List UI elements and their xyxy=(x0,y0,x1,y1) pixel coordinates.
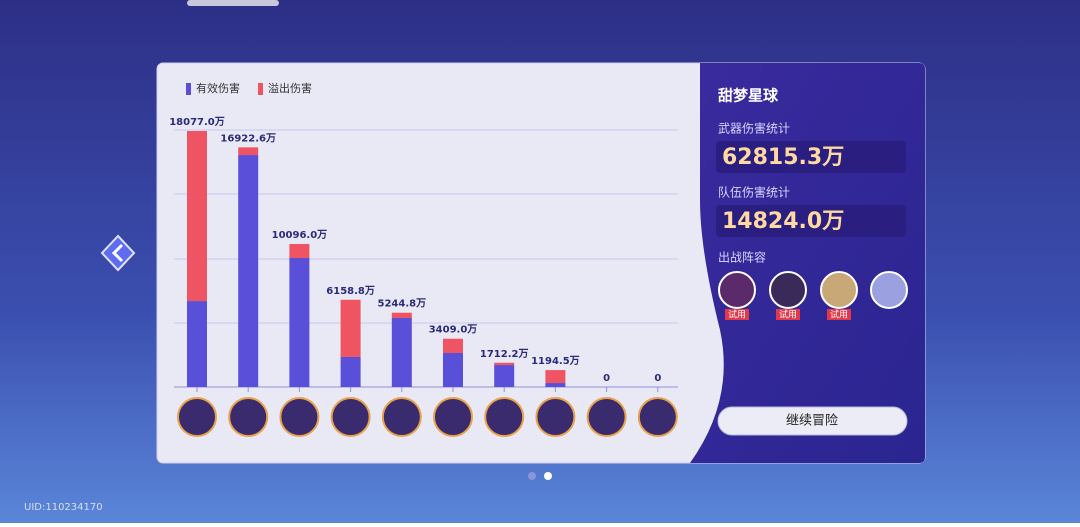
team-value: 14824.0万 xyxy=(722,209,844,234)
trial-tag xyxy=(725,309,749,320)
bar-segment xyxy=(340,356,361,387)
team-label: 队伍伤害统计 xyxy=(718,185,790,200)
total-label: 1712.2万 xyxy=(480,348,529,360)
bar-segment xyxy=(545,370,566,384)
weapon-box xyxy=(716,141,906,173)
page-dot xyxy=(544,472,552,480)
total-label: 6158.8万 xyxy=(326,285,375,297)
bar-segment xyxy=(238,147,259,156)
page-dot xyxy=(528,472,536,480)
skill-icon[interactable] xyxy=(279,397,320,437)
total-label: 3409.0万 xyxy=(429,324,478,336)
bar-segment xyxy=(289,244,310,258)
avatars xyxy=(718,271,908,309)
weapon-value: 62815.3万 xyxy=(722,145,844,170)
team-box xyxy=(716,205,906,237)
trial-tag xyxy=(827,309,851,320)
uid: UID:110234170 xyxy=(24,502,103,513)
total-label: 5244.8万 xyxy=(378,298,427,310)
skill-icon[interactable] xyxy=(177,397,217,437)
bar-segment xyxy=(391,312,412,319)
trial-text: 试用 xyxy=(830,309,848,321)
bar-segment xyxy=(494,365,515,387)
skill-icon[interactable] xyxy=(586,397,627,437)
skill-icon[interactable] xyxy=(484,397,525,437)
bar-segment xyxy=(494,362,515,366)
legend-swatch xyxy=(258,83,263,95)
trial-text: 试用 xyxy=(728,309,746,321)
panel-title: 甜梦星球 xyxy=(718,87,779,105)
total-label: 0 xyxy=(654,373,661,384)
total-label: 10096.0万 xyxy=(272,229,328,241)
skill-icon[interactable] xyxy=(228,397,269,437)
bar-segment xyxy=(443,338,463,354)
skill-icon[interactable] xyxy=(535,397,576,437)
legend-label: 有效伤害 xyxy=(196,81,240,95)
total-label: 18077.0万 xyxy=(169,116,225,128)
continue-text[interactable]: 继续冒险 xyxy=(786,414,838,429)
bar-segment xyxy=(340,299,361,357)
bar-segment xyxy=(289,257,310,387)
skill-icon[interactable] xyxy=(433,397,473,437)
continue-button[interactable]: 继续冒险 xyxy=(717,406,908,436)
skill-icon[interactable] xyxy=(330,397,371,437)
bar-segment xyxy=(187,131,207,302)
back-button[interactable] xyxy=(100,234,136,272)
bar-segment xyxy=(545,383,566,387)
bar-segment xyxy=(391,318,412,387)
trial-tag xyxy=(776,309,800,320)
top-tab xyxy=(187,0,279,6)
chart: 有效伤害 溢出伤害 18077.0万 16922.6万 10096.0万 6158.8万5… xyxy=(169,81,678,437)
bar-segment xyxy=(238,155,259,387)
total-label: 16922.6万 xyxy=(220,132,276,144)
total-label: 0 xyxy=(603,373,610,384)
total-label: 1194.5万 xyxy=(531,355,580,367)
legend-swatch xyxy=(186,83,191,95)
skill-icon[interactable] xyxy=(381,397,422,437)
bar-segment xyxy=(443,353,463,387)
weapon-label: 武器伤害统计 xyxy=(718,121,790,136)
legend-label: 溢出伤害 xyxy=(268,81,312,95)
lineup-label: 出战阵容 xyxy=(718,250,766,265)
trial-text: 试用 xyxy=(779,309,797,321)
skill-icon[interactable] xyxy=(637,397,678,437)
bar-segment xyxy=(187,301,207,387)
